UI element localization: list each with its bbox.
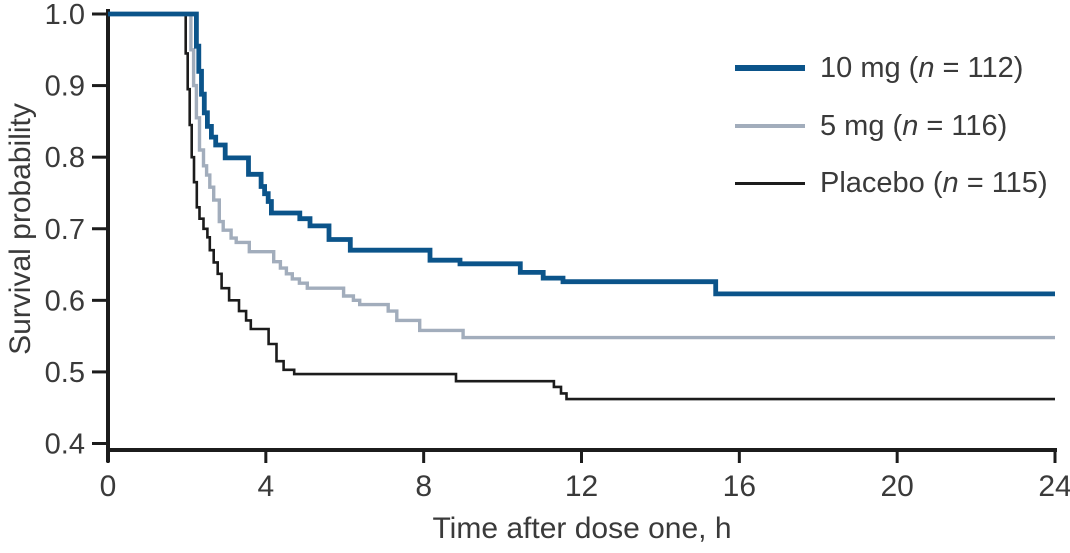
y-axis-title: Survival probability xyxy=(4,103,37,355)
legend-item-placebo: Placebo (n = 115) xyxy=(735,166,1048,200)
legend-label-placebo-n: n xyxy=(942,166,959,199)
y-tick-label: 0.6 xyxy=(45,285,85,317)
legend-label-placebo-suffix: = 115) xyxy=(958,166,1048,199)
legend-label-placebo: Placebo (n = 115) xyxy=(820,167,1048,200)
x-tick-label: 24 xyxy=(1038,470,1070,503)
y-tick-label: 0.7 xyxy=(45,214,85,246)
legend-item-10mg: 10 mg (n = 112) xyxy=(735,51,1023,85)
x-tick-label: 12 xyxy=(565,470,598,503)
legend-label-10mg-prefix: 10 mg ( xyxy=(820,51,919,84)
legend-label-5mg-n: n xyxy=(902,109,919,142)
y-tick-label: 0.8 xyxy=(45,142,85,174)
curve-10mg xyxy=(108,11,1055,297)
y-tick-label: 0.4 xyxy=(45,429,85,461)
legend-line-5mg xyxy=(735,124,805,128)
x-tick-label: 0 xyxy=(100,470,117,503)
legend-label-10mg-suffix: = 112) xyxy=(934,51,1024,84)
x-tick-label: 8 xyxy=(415,470,432,503)
legend-label-10mg-n: n xyxy=(918,51,935,84)
y-tick-label: 1.0 xyxy=(45,0,85,31)
x-tick-label: 20 xyxy=(880,470,913,503)
curve-placebo xyxy=(108,12,1055,401)
y-tick-label: 0.9 xyxy=(45,71,85,103)
x-tick-label: 16 xyxy=(723,470,756,503)
legend-label-5mg-prefix: 5 mg ( xyxy=(820,109,903,142)
legend: 10 mg (n = 112) 5 mg (n = 116) Placebo (… xyxy=(735,20,1065,199)
legend-label-10mg: 10 mg (n = 112) xyxy=(820,52,1023,85)
curve-5mg xyxy=(108,12,1055,340)
x-tick-label: 4 xyxy=(257,470,274,503)
legend-line-placebo xyxy=(735,181,805,185)
legend-label-placebo-prefix: Placebo ( xyxy=(820,166,943,199)
x-axis-title: Time after dose one, h xyxy=(432,512,732,545)
legend-label-5mg: 5 mg (n = 116) xyxy=(820,110,1007,143)
y-tick-label: 0.5 xyxy=(45,357,85,389)
legend-line-10mg xyxy=(735,65,805,71)
legend-label-5mg-suffix: = 116) xyxy=(918,109,1008,142)
legend-item-5mg: 5 mg (n = 116) xyxy=(735,109,1007,143)
